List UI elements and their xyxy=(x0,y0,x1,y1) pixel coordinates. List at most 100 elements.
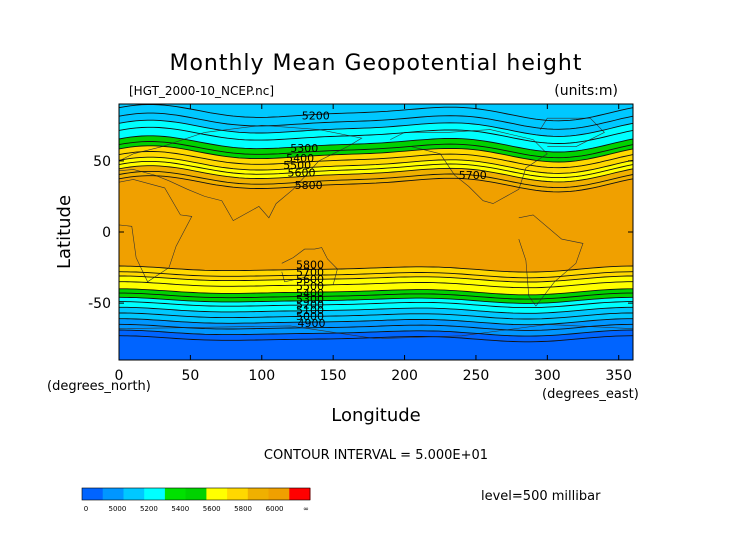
y-tick-label: 0 xyxy=(102,225,111,241)
contour-line xyxy=(119,288,633,296)
contour-label: 5200 xyxy=(296,299,324,312)
x-tick-label: 250 xyxy=(463,368,490,384)
contour-line xyxy=(119,329,633,337)
colorbar-swatch xyxy=(102,488,124,500)
x-tick-label: 50 xyxy=(181,368,199,384)
band-sh xyxy=(119,318,633,337)
colorbar-swatch xyxy=(227,488,249,500)
contour-label: 5200 xyxy=(302,109,330,122)
contour-line xyxy=(119,281,633,289)
x-unit-label: (degrees_east) xyxy=(542,387,639,402)
contour-label: 5500 xyxy=(296,280,324,293)
coastline xyxy=(119,179,193,283)
colorbar-tick-labels: 0 5000 5200 5400 5600 5800 6000 ∞ xyxy=(84,505,309,513)
contour-line xyxy=(119,301,633,309)
colorbar-swatch xyxy=(82,488,104,500)
band-sh xyxy=(119,288,633,304)
contour-line xyxy=(119,119,633,137)
y-tick-label: -50 xyxy=(88,296,111,312)
colorbar-swatch xyxy=(247,488,269,500)
colorbar-tick-label: 5800 xyxy=(234,505,252,513)
colorbar-tick-label: 5400 xyxy=(171,505,189,513)
band-nh-cap xyxy=(119,104,633,125)
colorbar-tick-label: 5600 xyxy=(203,505,221,513)
contour-line xyxy=(119,175,633,193)
color-bands xyxy=(119,104,633,360)
y-unit-label: (degrees_north) xyxy=(47,379,151,394)
contour-lines xyxy=(119,104,633,343)
colorbar-tick-label: 5000 xyxy=(108,505,126,513)
colorbar-tick-label: 6000 xyxy=(266,505,284,513)
colorbar-swatch xyxy=(144,488,166,500)
colorbar-tick-label: ∞ xyxy=(303,505,309,513)
colorbar-swatch xyxy=(123,488,145,500)
contour-label: 5500 xyxy=(283,159,311,172)
contour-line xyxy=(119,145,633,163)
x-tick-label: 0 xyxy=(115,368,124,384)
contour-line xyxy=(119,323,633,331)
contour-label: 5600 xyxy=(288,166,316,179)
colorbar-tick-label: 0 xyxy=(84,505,88,513)
contour-label: 5000 xyxy=(296,310,324,323)
contour-label: 5400 xyxy=(296,287,324,300)
source-file-label: [HGT_2000-10_NCEP.nc] xyxy=(129,84,274,98)
band-sh xyxy=(119,330,633,360)
contour-line xyxy=(119,104,633,122)
contour-line xyxy=(119,151,633,169)
contour-label: 5300 xyxy=(290,142,318,155)
contour-line xyxy=(119,126,633,144)
coastline xyxy=(390,129,548,204)
contour-label: 5800 xyxy=(295,179,323,192)
contour-line xyxy=(119,170,633,189)
contour-line xyxy=(119,160,633,179)
band-nh xyxy=(119,145,633,174)
contour-label: 5700 xyxy=(296,266,324,279)
contour-interval-label: CONTOUR INTERVAL = 5.000E+01 xyxy=(264,448,488,463)
x-axis-label: Longitude xyxy=(331,405,421,426)
chart-title: Monthly Mean Geopotential height xyxy=(169,51,582,76)
contour-line xyxy=(119,271,633,279)
coastline xyxy=(119,124,363,222)
y-tick-label: 50 xyxy=(93,154,111,170)
contour-line xyxy=(119,318,633,326)
contour-label: 4900 xyxy=(298,317,326,330)
colorbar-frame xyxy=(81,487,311,501)
contour-label: 5300 xyxy=(296,293,324,306)
contour-line xyxy=(119,335,633,343)
x-tick-label: 200 xyxy=(391,368,418,384)
band-sh xyxy=(119,307,633,325)
colorbar-swatch xyxy=(185,488,207,500)
colorbar-swatch xyxy=(268,488,290,500)
contour-line xyxy=(119,275,633,283)
y-axis-ticks: -50 0 50 xyxy=(88,154,633,312)
y-axis-label: Latitude xyxy=(54,195,75,269)
coastline xyxy=(281,247,338,287)
x-tick-label: 100 xyxy=(248,368,275,384)
x-axis-ticks: 0 50 100 150 200 250 300 350 xyxy=(115,104,632,384)
units-label: (units:m) xyxy=(554,83,618,99)
x-tick-label: 350 xyxy=(605,368,632,384)
contour-label: 5800 xyxy=(296,259,324,272)
contour-label: 5600 xyxy=(296,273,324,286)
contour-line xyxy=(119,306,633,314)
contour-label: 5700 xyxy=(459,169,487,182)
colorbar-swatch xyxy=(289,488,311,500)
contour-line xyxy=(119,141,633,159)
colorbar-swatch xyxy=(206,488,228,500)
contour-line xyxy=(119,312,633,320)
contour-line xyxy=(119,265,633,273)
contour-line xyxy=(119,165,633,183)
band-nh xyxy=(119,120,633,152)
contour-label: 5100 xyxy=(296,304,324,317)
x-tick-label: 150 xyxy=(320,368,347,384)
contour-line xyxy=(119,135,633,153)
contour-label: 5400 xyxy=(286,152,314,165)
band-nh xyxy=(119,157,633,182)
contour-line xyxy=(119,112,633,130)
band-sh xyxy=(119,297,633,314)
contour-line xyxy=(119,292,633,300)
colorbar-swatch xyxy=(164,488,187,500)
